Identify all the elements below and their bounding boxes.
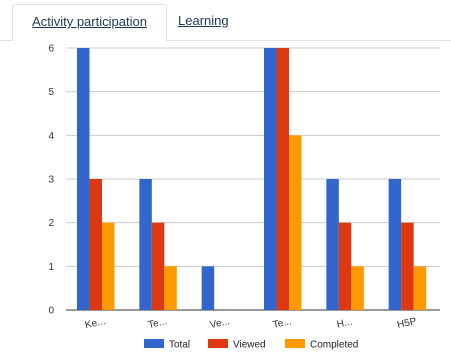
bar bbox=[326, 179, 339, 310]
legend-swatch bbox=[144, 339, 164, 348]
bar bbox=[164, 266, 177, 310]
x-tick-label: Ke... bbox=[84, 316, 106, 331]
bar bbox=[89, 179, 102, 310]
bar bbox=[338, 222, 352, 310]
y-tick-label: 2 bbox=[48, 218, 54, 229]
legend-label: Completed bbox=[310, 340, 358, 351]
y-tick-label: 1 bbox=[48, 262, 54, 273]
y-tick-label: 3 bbox=[48, 175, 54, 186]
x-tick-label: Ve... bbox=[209, 316, 231, 331]
bar bbox=[413, 266, 427, 310]
y-tick-label: 0 bbox=[48, 306, 54, 317]
bar bbox=[388, 179, 402, 310]
legend-label: Total bbox=[169, 340, 190, 351]
bar bbox=[401, 222, 414, 310]
x-tick-label: Te... bbox=[272, 316, 293, 331]
x-tick-label: H... bbox=[336, 317, 354, 331]
bar bbox=[139, 179, 152, 310]
bar bbox=[151, 222, 165, 310]
bar bbox=[77, 48, 90, 310]
activity-bar-chart: 0 1 2 3 4 5 6 Ke... Te... Ve... Te... H... H5P Total V… bbox=[48, 44, 440, 351]
bar bbox=[276, 48, 289, 310]
legend-label: Viewed bbox=[233, 340, 266, 351]
tab-bar: Activity participation Learning bbox=[0, 0, 451, 41]
bar bbox=[264, 48, 277, 310]
bar bbox=[201, 266, 215, 310]
bar bbox=[102, 222, 115, 310]
bar bbox=[351, 266, 364, 310]
tab-activity-participation[interactable]: Activity participation bbox=[12, 4, 167, 41]
y-tick-label: 4 bbox=[48, 131, 54, 142]
x-tick-label: H5P bbox=[396, 316, 418, 331]
y-tick-label: 5 bbox=[48, 87, 54, 98]
legend-swatch bbox=[208, 339, 228, 348]
legend-swatch bbox=[285, 339, 305, 348]
tab-learning[interactable]: Learning bbox=[178, 13, 229, 28]
x-tick-label: Te... bbox=[147, 316, 168, 331]
y-tick-label: 6 bbox=[48, 44, 54, 55]
bar bbox=[289, 135, 302, 310]
